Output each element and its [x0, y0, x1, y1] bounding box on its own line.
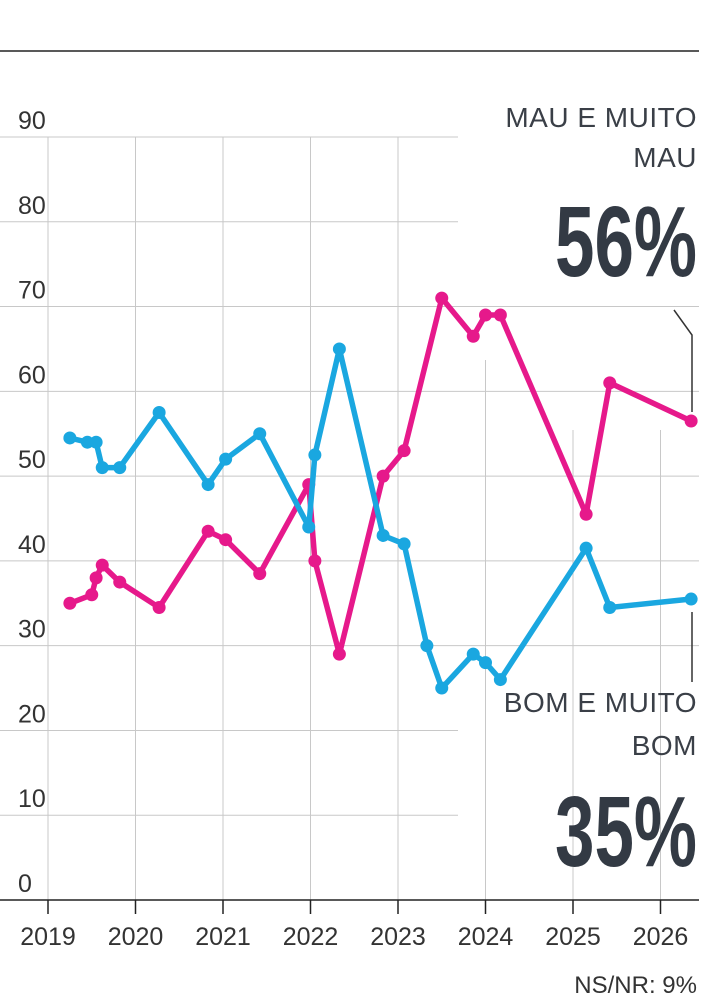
series-point-0	[219, 533, 233, 547]
series-point-1	[332, 342, 346, 356]
x-tick-label: 2021	[195, 923, 251, 951]
series-point-1	[89, 435, 103, 449]
y-axis-ticks: 0 10 20 30 40 50 60 70 80 90	[18, 107, 46, 898]
series-point-0	[579, 507, 593, 521]
y-tick-label: 10	[18, 785, 46, 813]
series-point-1	[420, 639, 434, 653]
series-point-1	[152, 406, 166, 420]
series-point-1	[219, 452, 233, 466]
series-point-0	[253, 567, 267, 581]
series-point-1	[201, 478, 215, 492]
y-tick-label: 30	[18, 616, 46, 644]
x-axis-ticks: 2019 2020 2021 2022 2023 2024 2025 2026	[20, 900, 688, 951]
bom-label-line1: BOM E MUITO	[504, 687, 697, 718]
series-point-1	[376, 528, 390, 542]
series-point-0	[152, 601, 166, 615]
series-point-0	[332, 647, 346, 661]
series-point-0	[466, 329, 480, 343]
series-point-0	[435, 291, 449, 305]
series-point-1	[397, 537, 411, 551]
series-point-0	[113, 575, 127, 589]
series-point-0	[493, 308, 507, 322]
bom-callout: BOM E MUITO BOM 35%	[504, 612, 697, 888]
y-tick-label: 70	[18, 277, 46, 305]
y-tick-label: 0	[18, 870, 32, 898]
x-tick-label: 2023	[370, 923, 426, 951]
y-tick-label: 60	[18, 361, 46, 389]
y-tick-label: 80	[18, 192, 46, 220]
x-tick-label: 2020	[108, 923, 164, 951]
series-point-0	[603, 376, 617, 390]
series-point-0	[89, 571, 103, 585]
series-point-0	[684, 414, 698, 428]
mau-value: 56%	[555, 186, 697, 298]
series-point-0	[479, 308, 492, 322]
y-tick-label: 50	[18, 446, 46, 474]
series-point-0	[397, 444, 411, 458]
series-point-1	[63, 431, 77, 445]
series-point-0	[308, 554, 322, 568]
series-point-0	[85, 588, 99, 602]
x-tick-label: 2024	[458, 923, 514, 951]
ns-nr-note: NS/NR: 9%	[574, 972, 697, 999]
mau-label-line2: MAU	[633, 142, 697, 173]
series-point-0	[201, 524, 215, 538]
series-point-1	[466, 647, 480, 661]
series-point-1	[684, 592, 698, 606]
x-tick-label: 2025	[545, 923, 601, 951]
x-tick-label: 2022	[283, 923, 339, 951]
x-tick-label: 2026	[633, 923, 689, 951]
bom-value: 35%	[555, 776, 697, 888]
mau-callout: MAU E MUITO MAU 56%	[505, 102, 697, 412]
series-point-1	[308, 448, 322, 462]
series-point-1	[95, 461, 109, 475]
series-point-1	[493, 673, 507, 687]
y-tick-label: 90	[18, 107, 46, 135]
y-tick-label: 20	[18, 700, 46, 728]
series-point-0	[95, 558, 109, 572]
series	[63, 291, 698, 695]
series-point-0	[63, 596, 77, 610]
series-line-1	[67, 346, 694, 691]
series-point-1	[253, 427, 267, 441]
series-point-1	[603, 601, 617, 615]
mau-leader-line	[673, 309, 693, 412]
series-point-1	[113, 461, 127, 475]
x-tick-label: 2019	[20, 923, 76, 951]
series-point-1	[479, 656, 492, 670]
series-point-1	[579, 541, 593, 555]
series-point-1	[302, 520, 316, 534]
series-point-1	[435, 681, 449, 695]
bom-label-line2: BOM	[632, 730, 697, 761]
mau-label-line1: MAU E MUITO	[505, 102, 697, 133]
y-tick-label: 40	[18, 531, 46, 559]
series-point-0	[376, 469, 390, 483]
